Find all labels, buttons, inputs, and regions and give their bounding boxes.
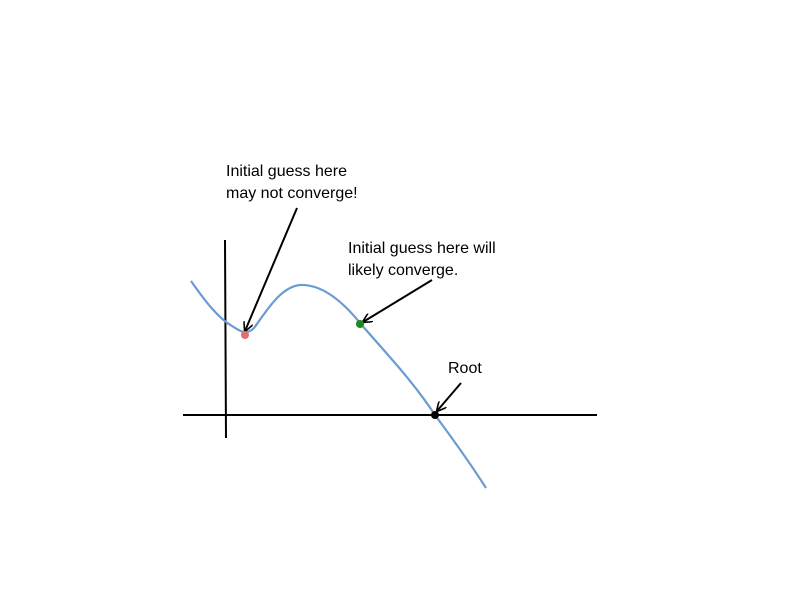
root-label-text: Root [448, 360, 482, 377]
good-guess-point [356, 320, 364, 328]
good-guess-label: Initial guess here will likely converge. [348, 238, 496, 282]
bad-guess-label-line2: may not converge! [226, 185, 358, 202]
y-axis [224, 239, 227, 439]
bad-guess-point [241, 331, 249, 339]
good-guess-arrow [363, 279, 433, 322]
good-guess-label-line1: Initial guess here will [348, 240, 496, 257]
bad-guess-label-line1: Initial guess here [226, 163, 347, 180]
function-curve [190, 280, 487, 489]
bad-guess-label: Initial guess here may not converge! [226, 161, 358, 205]
root-label: Root [448, 358, 482, 380]
good-guess-label-line2: likely converge. [348, 262, 459, 279]
root-point [431, 411, 439, 419]
root-arrow [437, 382, 462, 411]
bad-guess-arrow [245, 207, 298, 331]
